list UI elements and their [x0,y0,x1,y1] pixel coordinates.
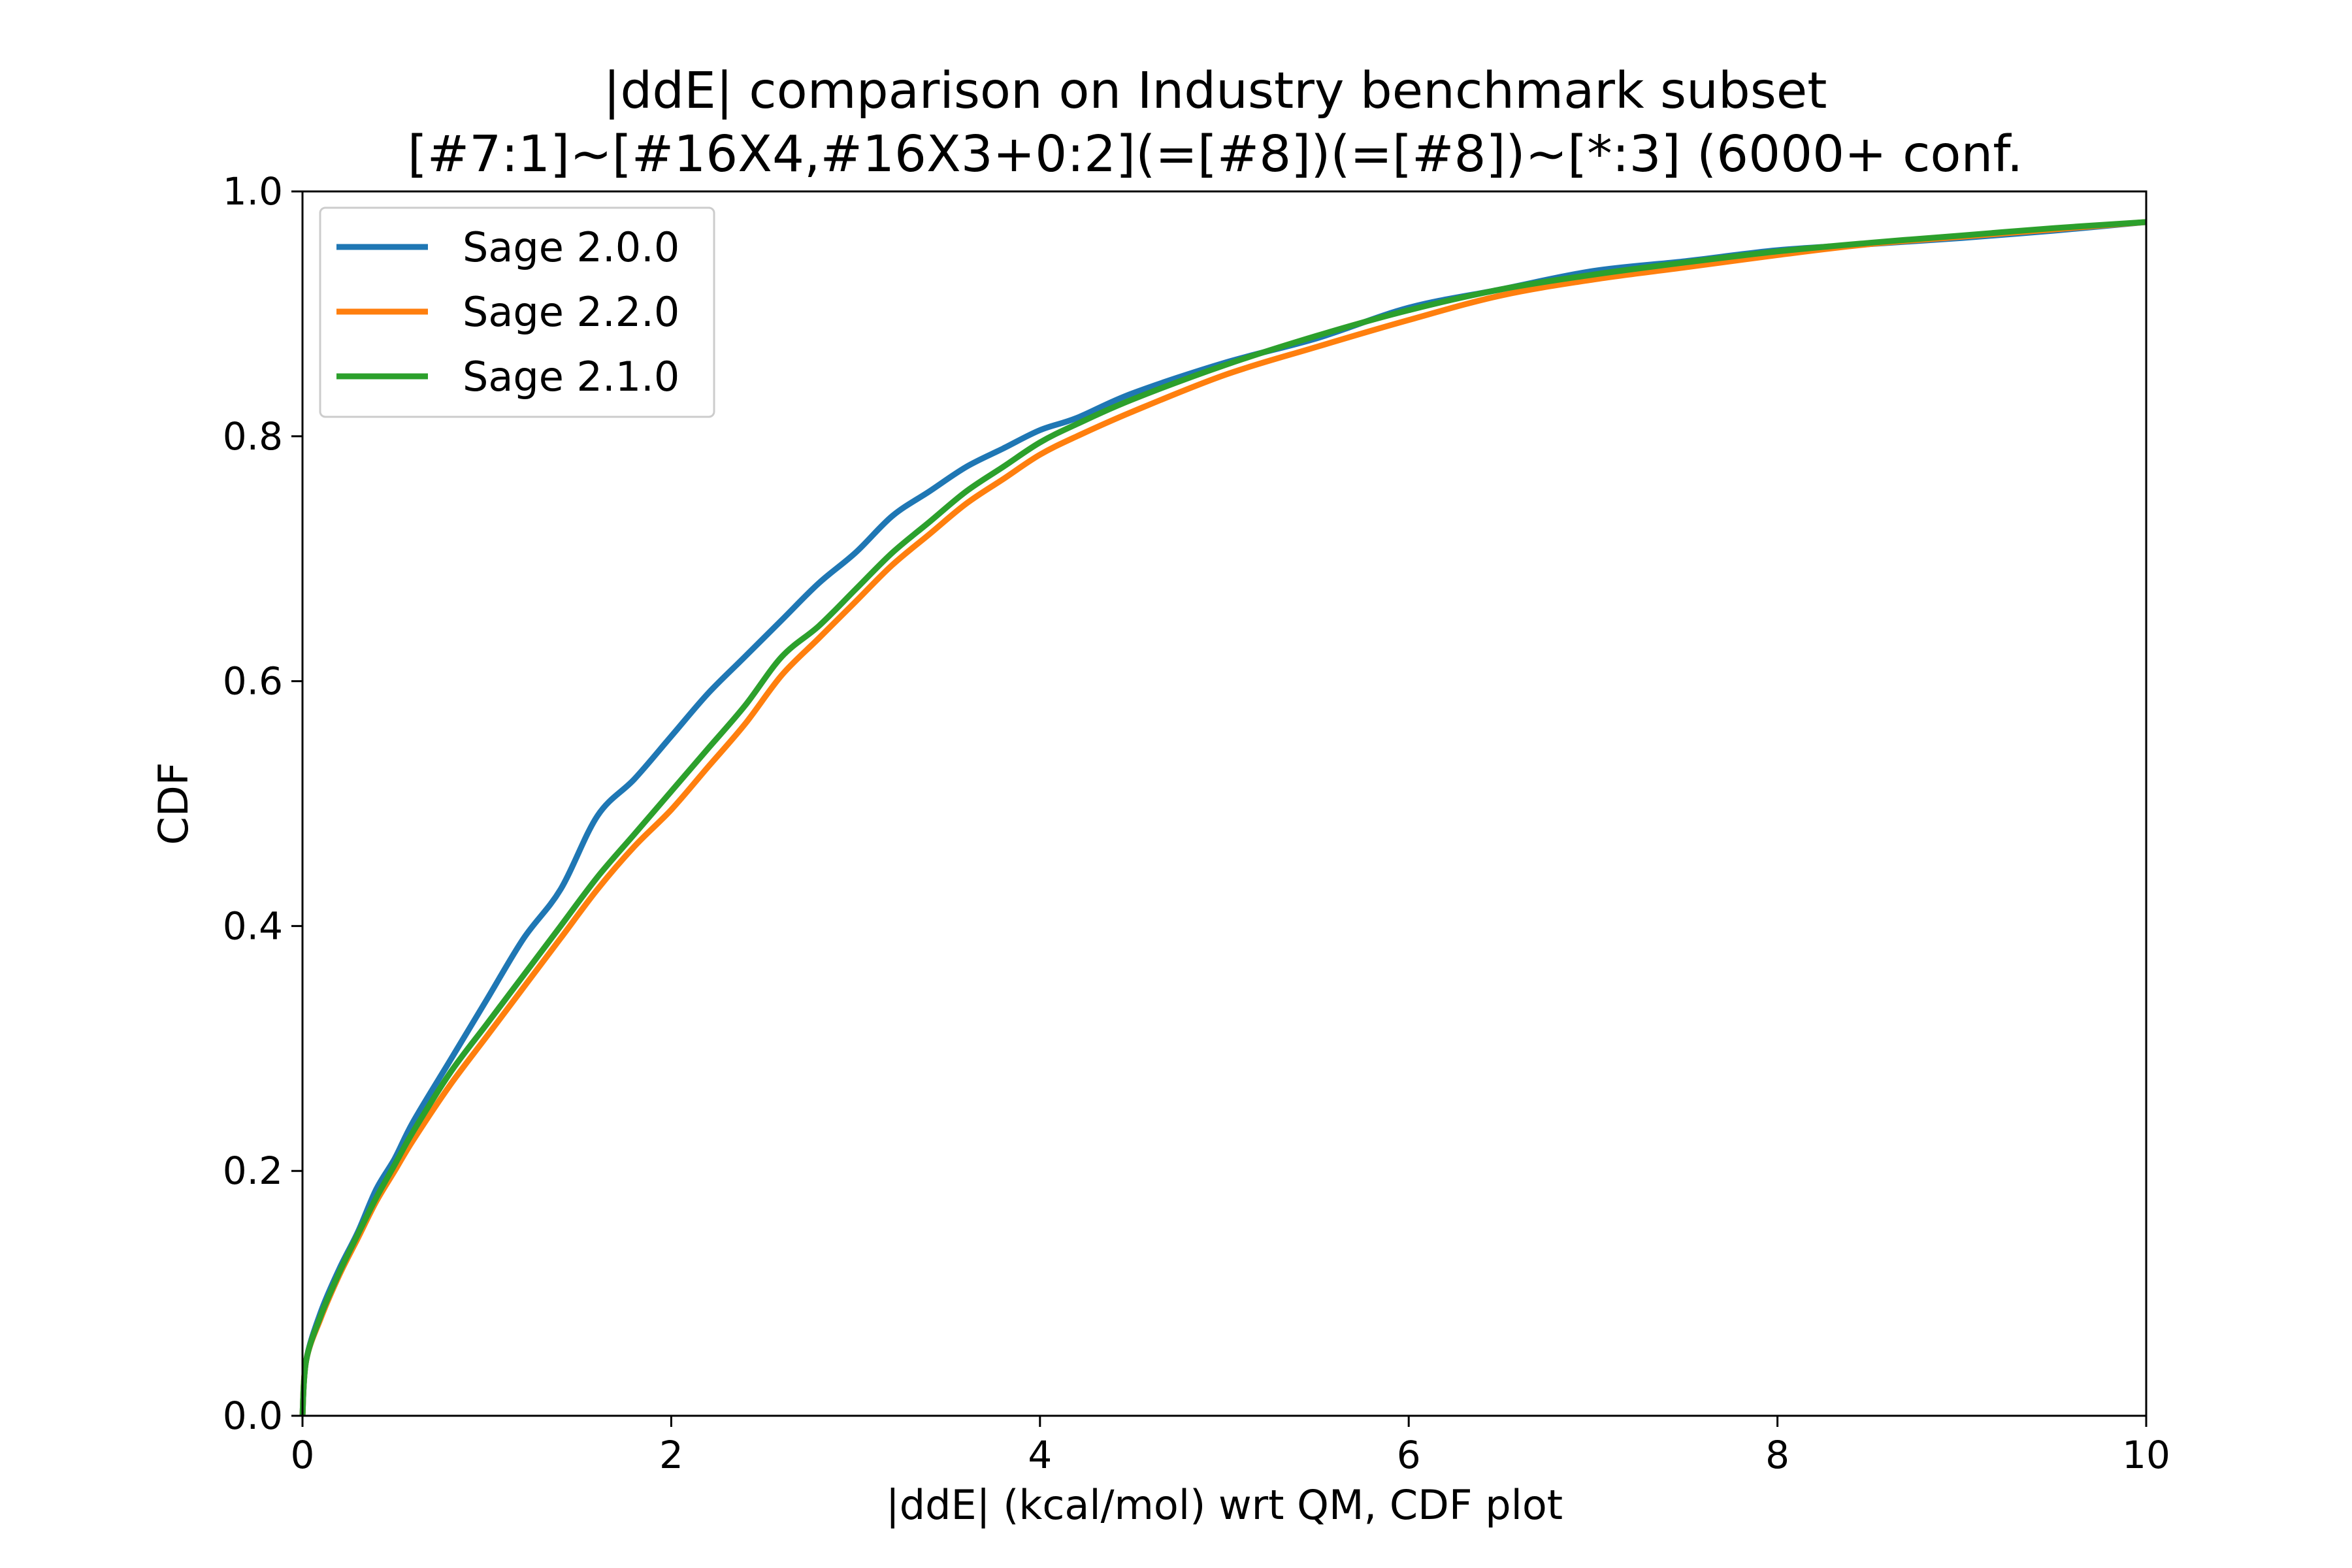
chart-subtitle: [#7:1]~[#16X4,#16X3+0:2](=[#8])(=[#8])~[… [408,125,2023,184]
x-tick-label: 6 [1397,1433,1421,1477]
legend-box [319,206,715,418]
y-tick-label: 0.0 [223,1394,283,1438]
legend-label-sage-2-1-0: Sage 2.1.0 [463,353,679,400]
y-tick-label: 0.4 [223,904,283,948]
legend-label-sage-2-0-0: Sage 2.0.0 [463,223,679,271]
x-tick-label: 2 [659,1433,683,1477]
legend: Sage 2.0.0 Sage 2.2.0 Sage 2.1.0 [319,206,715,418]
x-axis-label: |ddE| (kcal/mol) wrt QM, CDF plot [886,1481,1563,1529]
y-tick-label: 0.6 [223,659,283,704]
x-tick-label: 8 [1765,1433,1789,1477]
x-tick-label: 10 [2122,1433,2170,1477]
y-tick-label: 0.8 [223,414,283,459]
chart-title: |ddE| comparison on Industry benchmark s… [603,62,1827,120]
plot-frame [301,190,2148,1417]
ticks-layer: 0 2 4 6 8 10 0.0 0.2 0.4 0.6 0.8 1.0 [223,169,2170,1477]
x-tick-label: 0 [291,1433,315,1477]
series-line-sage-2-1-0 [299,219,2147,1416]
x-tick-label: 4 [1028,1433,1052,1477]
legend-label-sage-2-2-0: Sage 2.2.0 [463,288,679,336]
y-tick-label: 0.2 [223,1149,283,1193]
series-line-sage-2-2-0 [299,219,2147,1416]
series-layer [299,219,2147,1416]
y-axis-label: CDF [150,762,197,845]
y-tick-label: 1.0 [223,169,283,214]
